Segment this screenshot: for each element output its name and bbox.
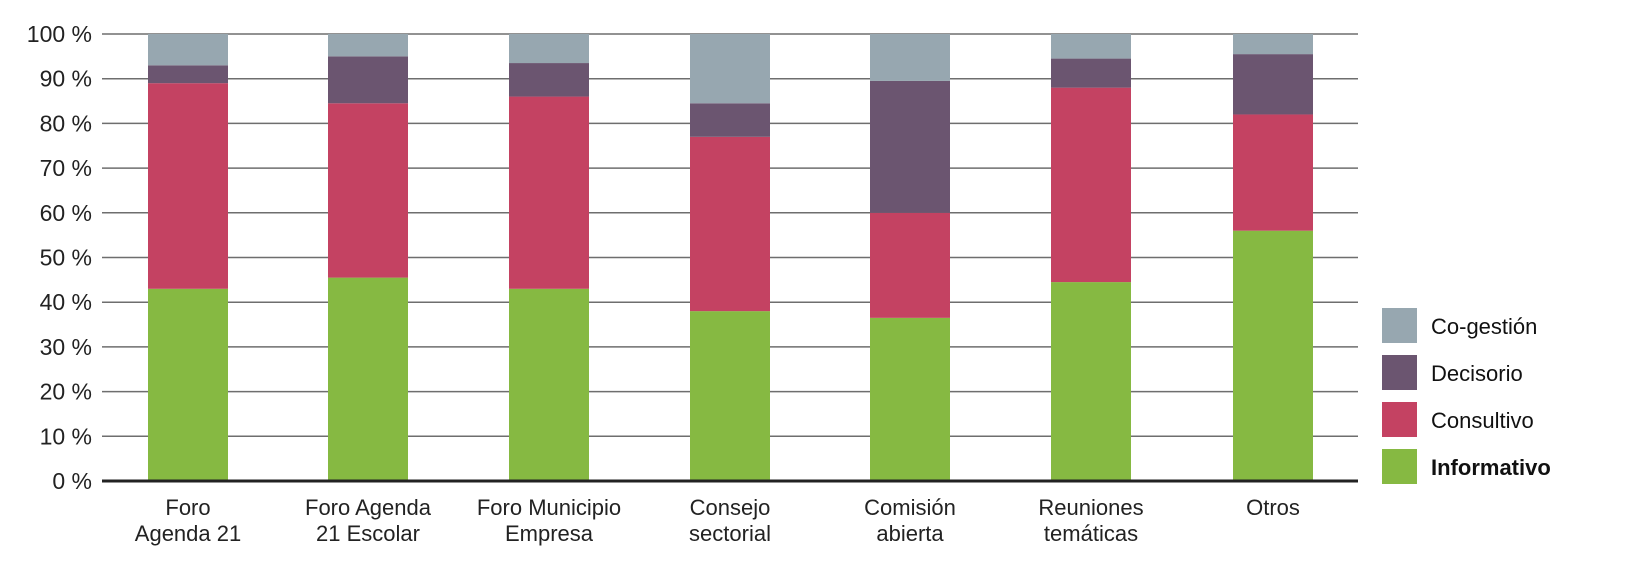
legend-swatch bbox=[1382, 449, 1417, 484]
legend-swatch bbox=[1382, 308, 1417, 343]
bar-segment-co-gestion bbox=[690, 34, 770, 104]
legend-item: Decisorio bbox=[1382, 355, 1523, 390]
bar-stack bbox=[148, 34, 228, 481]
x-category-label: Comisión bbox=[864, 495, 956, 520]
bar-segment-decisorio bbox=[690, 103, 770, 137]
legend-swatch bbox=[1382, 402, 1417, 437]
x-category-label: Empresa bbox=[505, 521, 594, 546]
legend-item: Consultivo bbox=[1382, 402, 1534, 437]
bars bbox=[148, 34, 1313, 481]
bar-segment-co-gestion bbox=[509, 34, 589, 64]
bar-segment-consultivo bbox=[509, 96, 589, 289]
bar-segment-co-gestion bbox=[1051, 34, 1131, 59]
bar-segment-decisorio bbox=[1051, 58, 1131, 88]
legend-label: Consultivo bbox=[1431, 408, 1534, 433]
bar-segment-consultivo bbox=[328, 103, 408, 278]
bar-segment-decisorio bbox=[509, 63, 589, 97]
x-category-label: sectorial bbox=[689, 521, 771, 546]
bar-segment-informativo bbox=[509, 288, 589, 481]
bar-segment-informativo bbox=[1233, 230, 1313, 481]
x-category-label: Foro bbox=[165, 495, 210, 520]
y-tick-label: 60 % bbox=[40, 200, 92, 226]
legend-label: Co-gestión bbox=[1431, 314, 1537, 339]
bar-segment-informativo bbox=[690, 311, 770, 481]
legend: Co-gestión Decisorio Consultivo Informativo bbox=[1382, 308, 1551, 484]
legend-label: Informativo bbox=[1431, 455, 1551, 480]
y-tick-label: 90 % bbox=[40, 66, 92, 92]
bar-segment-decisorio bbox=[870, 80, 950, 213]
bar-segment-co-gestion bbox=[328, 34, 408, 57]
bar-segment-informativo bbox=[328, 277, 408, 481]
x-category-label: Foro Agenda bbox=[305, 495, 432, 520]
bar-segment-decisorio bbox=[328, 56, 408, 104]
y-tick-label: 30 % bbox=[40, 334, 92, 360]
y-tick-label: 0 % bbox=[52, 468, 92, 494]
bar-segment-co-gestion bbox=[1233, 34, 1313, 55]
y-tick-label: 70 % bbox=[40, 155, 92, 181]
y-axis-tick-labels: 0 % 10 % 20 % 30 % 40 % 50 % 60 % 70 % 80 % 90 % 1… bbox=[27, 21, 92, 494]
bar-stack bbox=[328, 34, 408, 481]
x-category-label: 21 Escolar bbox=[316, 521, 420, 546]
bar-stack bbox=[509, 34, 589, 481]
bar-segment-informativo bbox=[148, 288, 228, 481]
y-tick-label: 10 % bbox=[40, 423, 92, 449]
legend-label: Decisorio bbox=[1431, 361, 1523, 386]
bar-segment-consultivo bbox=[690, 136, 770, 312]
y-tick-label: 20 % bbox=[40, 379, 92, 405]
x-category-label: abierta bbox=[876, 521, 944, 546]
x-category-label: Consejo bbox=[690, 495, 771, 520]
x-category-label: temáticas bbox=[1044, 521, 1138, 546]
legend-item: Informativo bbox=[1382, 449, 1551, 484]
bar-segment-informativo bbox=[1051, 282, 1131, 481]
bar-segment-consultivo bbox=[1051, 87, 1131, 283]
x-category-label: Otros bbox=[1246, 495, 1300, 520]
y-tick-label: 50 % bbox=[40, 245, 92, 271]
bar-stack bbox=[1233, 34, 1313, 481]
legend-item: Co-gestión bbox=[1382, 308, 1537, 343]
bar-stack bbox=[1051, 34, 1131, 481]
bar-stack bbox=[690, 34, 770, 481]
bar-stack bbox=[870, 34, 950, 481]
legend-swatch bbox=[1382, 355, 1417, 390]
y-tick-label: 100 % bbox=[27, 21, 92, 47]
bar-segment-consultivo bbox=[148, 83, 228, 289]
bar-segment-decisorio bbox=[148, 65, 228, 84]
bar-segment-co-gestion bbox=[870, 34, 950, 81]
y-tick-label: 40 % bbox=[40, 289, 92, 315]
bar-segment-consultivo bbox=[1233, 114, 1313, 231]
x-category-label: Reuniones bbox=[1038, 495, 1143, 520]
y-tick-label: 80 % bbox=[40, 110, 92, 136]
x-category-label: Foro Municipio bbox=[477, 495, 621, 520]
x-category-label: Agenda 21 bbox=[135, 521, 241, 546]
bar-segment-co-gestion bbox=[148, 34, 228, 66]
bar-segment-consultivo bbox=[870, 212, 950, 318]
bar-segment-informativo bbox=[870, 317, 950, 481]
bar-segment-decisorio bbox=[1233, 54, 1313, 115]
